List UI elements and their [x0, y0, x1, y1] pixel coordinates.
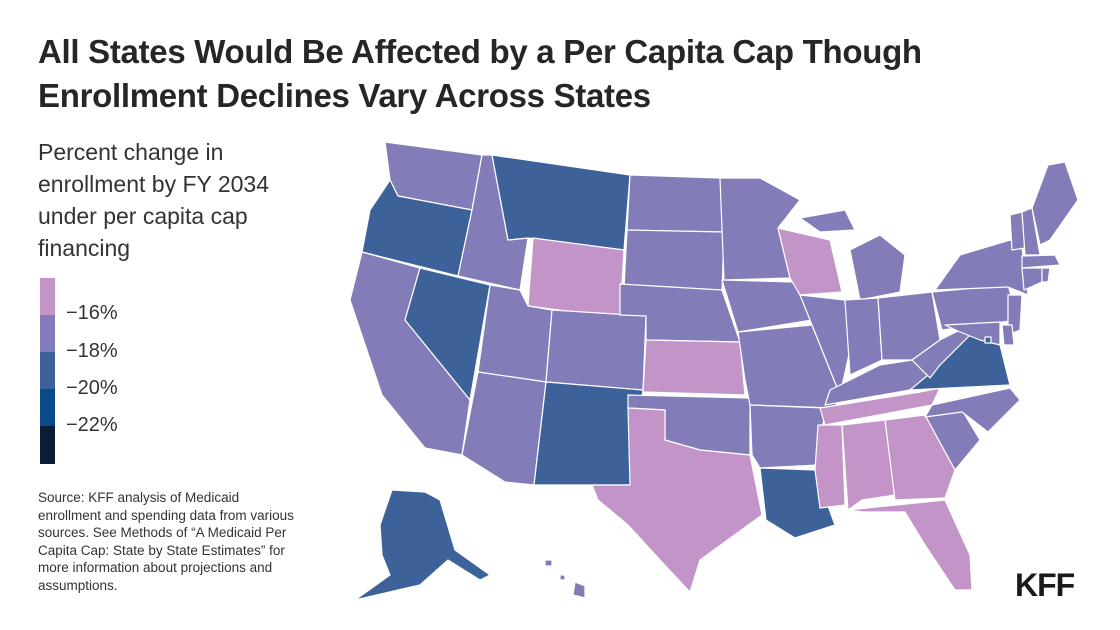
state-ME[interactable]: [1031, 161, 1079, 246]
state-HI[interactable]: [544, 559, 586, 599]
state-MS[interactable]: [814, 424, 846, 509]
legend-label-20: −20%: [66, 377, 118, 399]
legend-label-16: −16%: [66, 302, 118, 324]
state-TN[interactable]: [819, 387, 941, 426]
state-LA[interactable]: [759, 467, 836, 539]
legend-label-18: −18%: [66, 340, 118, 362]
state-KS[interactable]: [642, 339, 746, 396]
state-GA[interactable]: [884, 414, 956, 501]
kff-logo: KFF: [1015, 567, 1075, 603]
state-MT[interactable]: [491, 154, 631, 251]
state-WY[interactable]: [527, 237, 625, 319]
legend-swatch-3: [40, 352, 55, 389]
legend-swatch-1: [40, 278, 55, 315]
state-WI[interactable]: [777, 227, 843, 296]
map-subtitle: Percent change in enrollment by FY 2034 …: [38, 139, 269, 261]
state-AK[interactable]: [354, 489, 491, 601]
state-AL[interactable]: [841, 419, 896, 511]
state-AR[interactable]: [749, 404, 826, 469]
state-AZ[interactable]: [461, 371, 547, 486]
state-TX[interactable]: [591, 407, 763, 593]
state-MA[interactable]: [1021, 254, 1061, 269]
state-SD[interactable]: [623, 229, 725, 293]
legend-swatch-4: [40, 389, 55, 426]
state-FL[interactable]: [847, 499, 973, 591]
source-note: Source: KFF analysis of Medicaid enrollm…: [38, 490, 294, 593]
state-CO[interactable]: [545, 309, 647, 391]
legend-label-22: −22%: [66, 414, 118, 436]
page-title: All States Would Be Affected by a Per Ca…: [38, 33, 922, 114]
legend-swatch-5: [40, 426, 55, 464]
state-NM[interactable]: [533, 381, 644, 486]
state-DE[interactable]: [1001, 324, 1015, 346]
state-NV[interactable]: [404, 267, 491, 401]
state-MI[interactable]: [799, 209, 906, 301]
state-RI[interactable]: [1041, 267, 1051, 283]
state-IN[interactable]: [844, 297, 883, 376]
legend-swatch-2: [40, 315, 55, 352]
state-ND[interactable]: [626, 174, 725, 233]
state-IL[interactable]: [799, 294, 851, 396]
state-NC[interactable]: [924, 387, 1021, 433]
state-DC[interactable]: [984, 336, 992, 344]
state-CT[interactable]: [1021, 267, 1043, 291]
